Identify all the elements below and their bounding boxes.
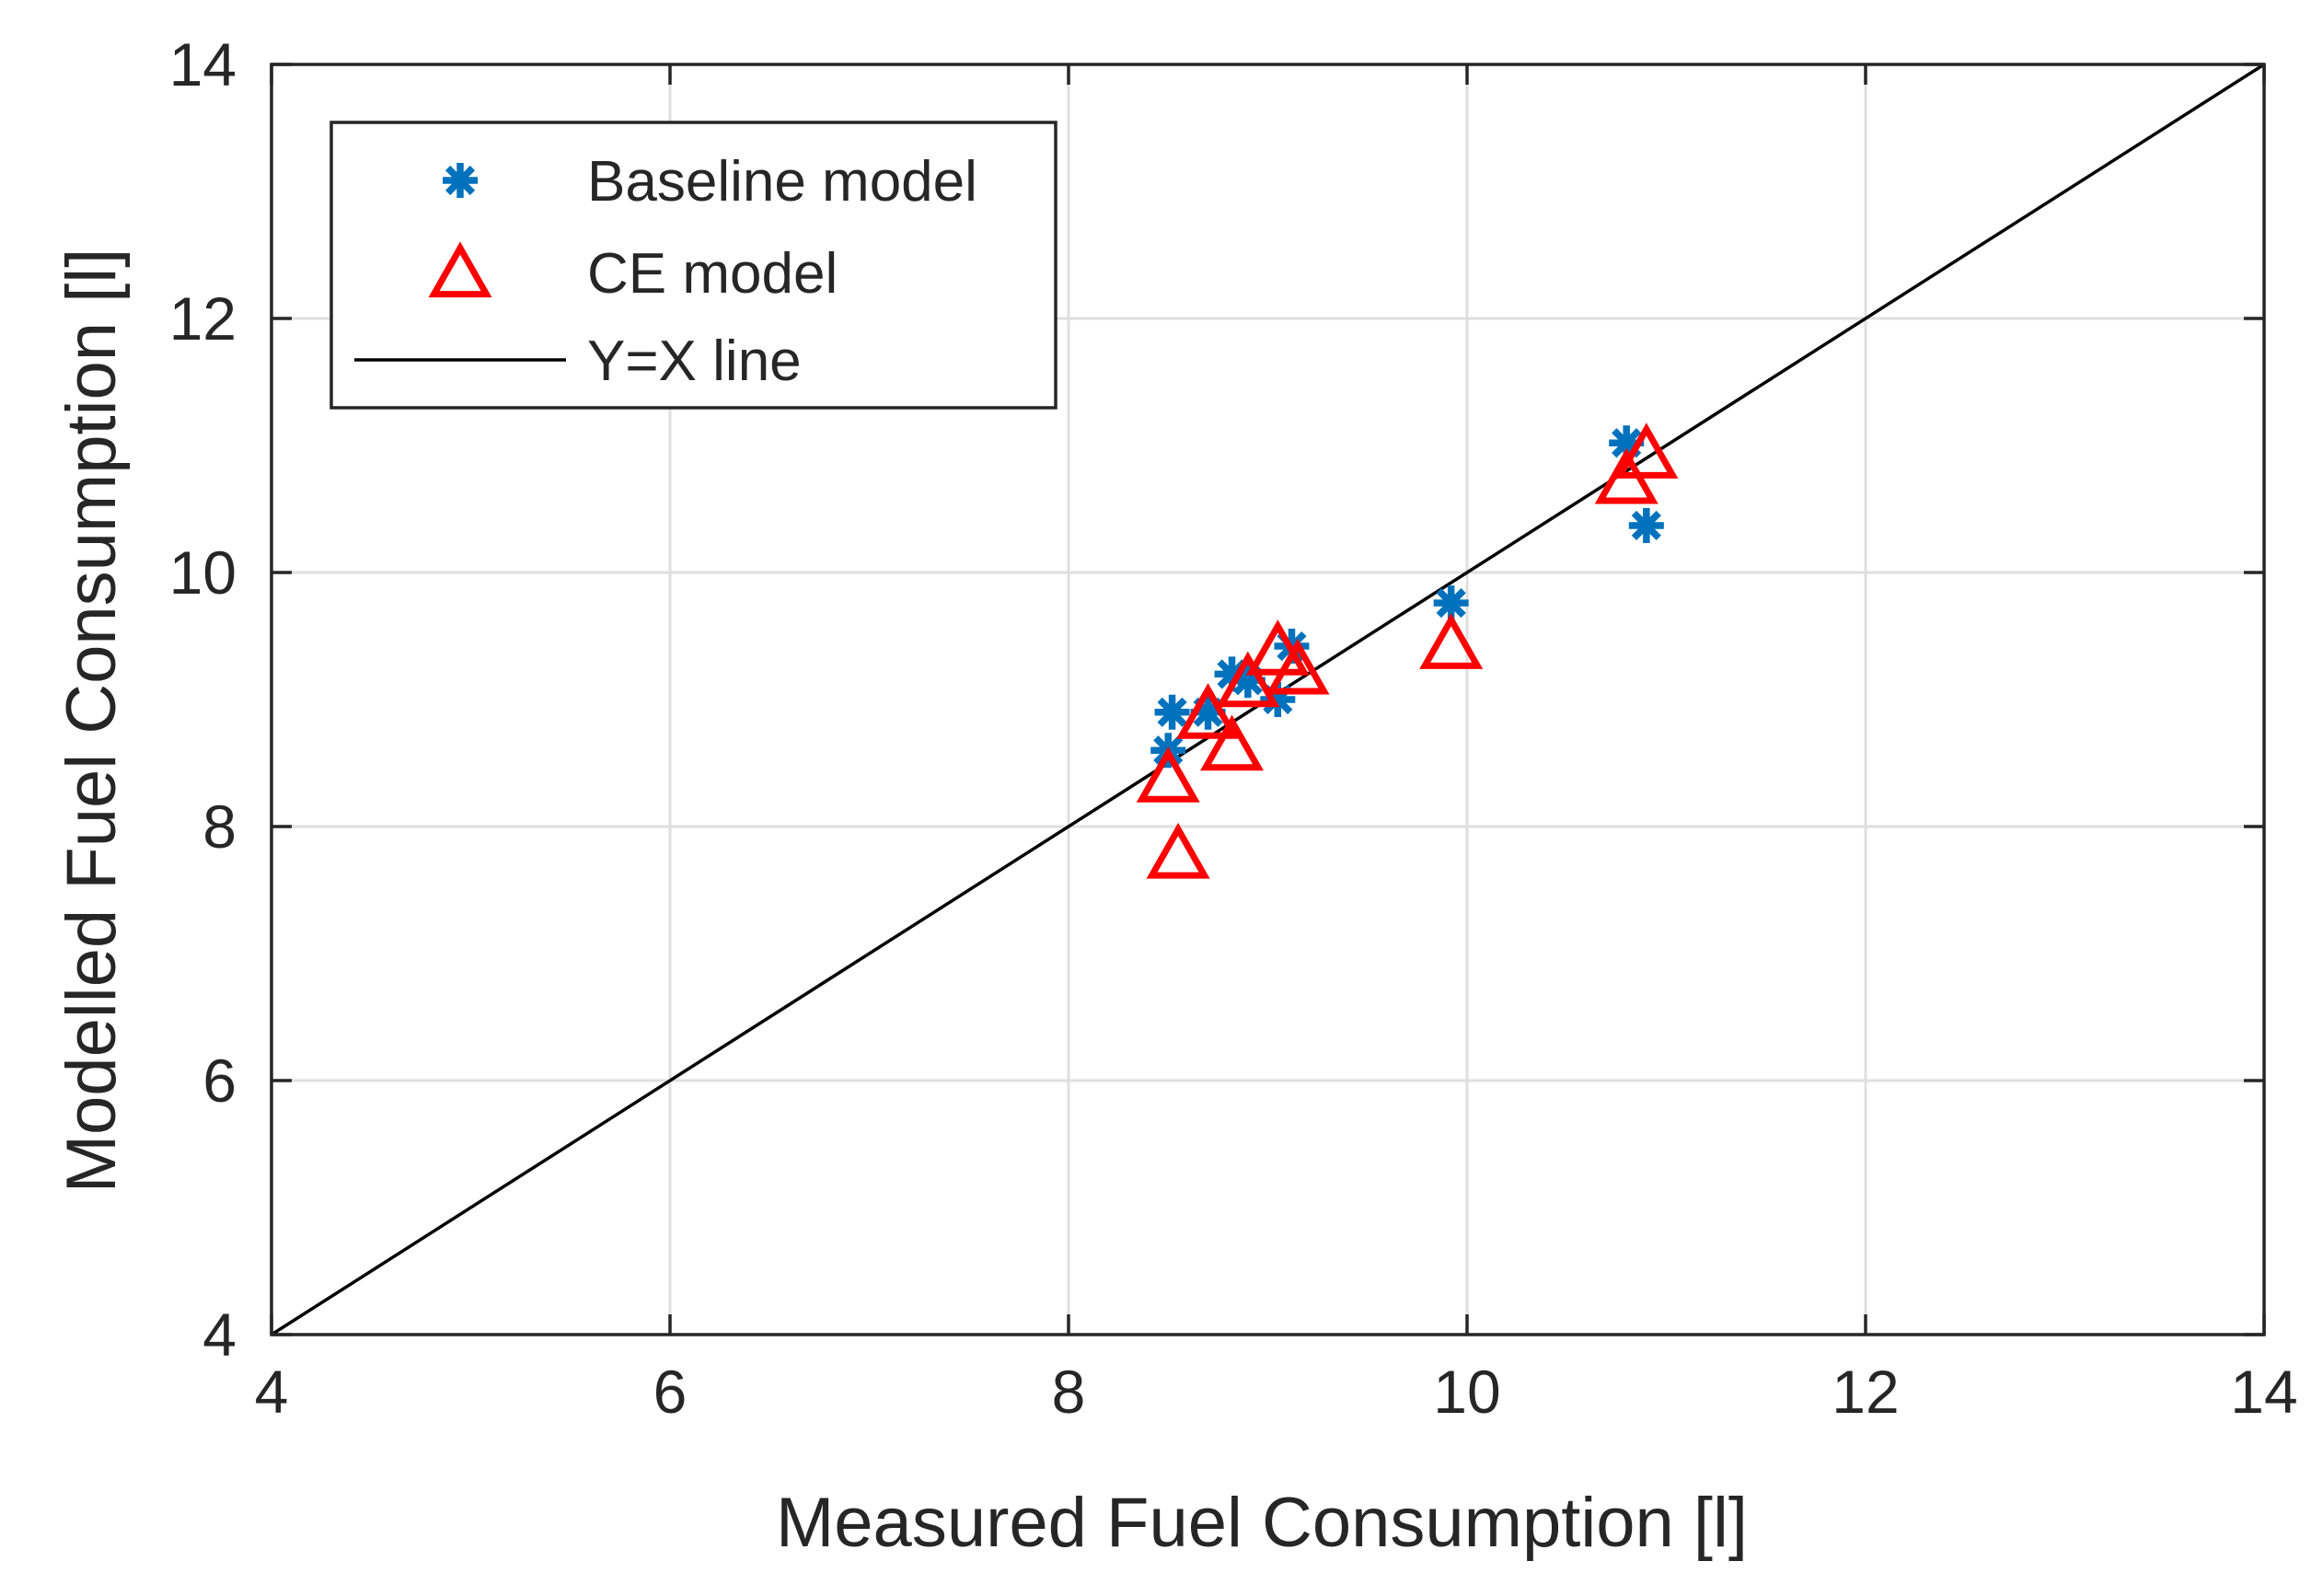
legend: Baseline model CE model Y=X line	[329, 121, 1057, 410]
ce-model-point	[1176, 683, 1241, 739]
legend-label: Baseline model	[587, 150, 977, 214]
ce-model-point	[1136, 746, 1200, 803]
y-tick-label: 10	[169, 538, 237, 607]
legend-marker-ce	[428, 241, 492, 298]
axes: 4 6 8 10 12 14 4 6 8 10 12 14	[169, 30, 2298, 1426]
ce-model-point	[1216, 651, 1280, 708]
legend-label: CE model	[587, 242, 838, 306]
ce-model-point	[1245, 619, 1310, 676]
x-tick-label: 6	[653, 1358, 688, 1426]
ce-model-point	[1614, 422, 1679, 479]
baseline-model-point	[1628, 507, 1664, 543]
ce-model-point	[1266, 638, 1330, 695]
x-tick-label: 10	[1433, 1358, 1500, 1426]
x-tick-label: 12	[1832, 1358, 1899, 1426]
y-axis-label: Modelled Fuel Consumption [l]	[52, 249, 131, 1194]
y-tick-label: 6	[202, 1047, 237, 1115]
y-tick-label: 14	[169, 30, 237, 98]
y-tick-label: 4	[202, 1301, 237, 1369]
baseline-model-point	[1154, 694, 1190, 730]
y-tick-label: 12	[169, 284, 237, 353]
legend-label: Y=X line	[587, 330, 802, 393]
x-tick-label: 8	[1052, 1358, 1086, 1426]
ce-model-point	[1146, 822, 1210, 879]
ce-model-point	[1419, 613, 1484, 669]
x-tick-label: 14	[2230, 1358, 2297, 1426]
x-axis-label: Measured Fuel Consumption [l]	[776, 1484, 1748, 1562]
plot-frame	[270, 63, 2266, 1336]
ce-model-point	[1200, 714, 1265, 771]
plot-area	[271, 63, 2265, 1336]
grid-lines	[272, 64, 2264, 1335]
legend-marker-baseline	[443, 163, 478, 198]
x-tick-label: 4	[255, 1358, 289, 1426]
y-tick-label: 8	[202, 792, 237, 861]
